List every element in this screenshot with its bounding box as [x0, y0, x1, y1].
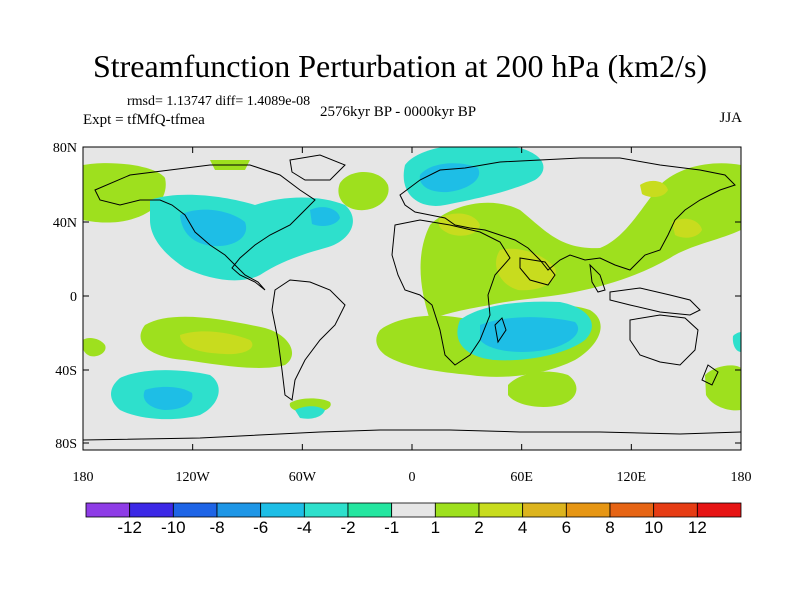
lat-label: 0	[70, 290, 77, 305]
lon-label: 60W	[289, 470, 317, 485]
rmsd-text: rmsd= 1.13747 diff= 1.4089e-08	[127, 94, 311, 109]
colorbar-swatch	[565, 502, 611, 518]
colorbar-swatch	[85, 502, 131, 518]
colorbar-label: 4	[518, 518, 527, 537]
period-label: 2576kyr BP - 0000kyr BP	[320, 104, 477, 120]
colorbar-swatch	[653, 502, 698, 518]
season-label: JJA	[719, 110, 742, 126]
colorbar-label: -2	[340, 518, 355, 537]
lon-label: 120E	[617, 470, 647, 485]
colorbar-swatch	[129, 502, 174, 518]
colorbar-label: -12	[117, 518, 142, 537]
lat-label: 40S	[55, 364, 77, 379]
colorbar-swatch	[696, 502, 742, 518]
colorbar-swatch	[172, 502, 218, 518]
lon-label: 120W	[176, 470, 211, 485]
colorbar-swatch	[434, 502, 480, 518]
lat-label: 80S	[55, 437, 77, 452]
colorbar-label: -4	[297, 518, 312, 537]
positive-anomaly-yellowgreen	[180, 180, 702, 355]
colorbar-label: 8	[605, 518, 614, 537]
colorbar-label: 2	[474, 518, 483, 537]
lon-label: 0	[409, 470, 416, 485]
lat-label: 80N	[53, 141, 77, 156]
plot-title: Streamfunction Perturbation at 200 hPa (…	[92, 48, 708, 84]
colorbar-swatch	[522, 502, 567, 518]
coastlines	[83, 154, 741, 441]
lon-label: 180	[73, 470, 94, 485]
colorbar-label: -1	[384, 518, 399, 537]
colorbar-swatch	[216, 502, 262, 518]
colorbar-swatch	[391, 502, 436, 518]
colorbar-swatch	[347, 502, 393, 518]
positive-anomaly-green	[83, 160, 741, 413]
colorbar-label: -8	[209, 518, 224, 537]
colorbar-label: -6	[253, 518, 268, 537]
colorbar-swatch	[478, 502, 524, 518]
experiment-label: Expt = tfMfQ-tfmea	[83, 112, 205, 128]
lon-label: 60E	[510, 470, 533, 485]
negative-anomaly-cyan	[143, 163, 579, 410]
colorbar-swatch	[260, 502, 305, 518]
colorbar-label: 10	[644, 518, 663, 537]
colorbar-label: -10	[161, 518, 186, 537]
contour-fields	[83, 147, 741, 441]
colorbar-swatch	[609, 502, 655, 518]
lat-label: 40N	[53, 216, 77, 231]
colorbar-swatch	[303, 502, 349, 518]
lon-label: 180	[731, 470, 752, 485]
colorbar-label: 6	[562, 518, 571, 537]
colorbar-label: 12	[688, 518, 707, 537]
colorbar-label: 1	[431, 518, 440, 537]
